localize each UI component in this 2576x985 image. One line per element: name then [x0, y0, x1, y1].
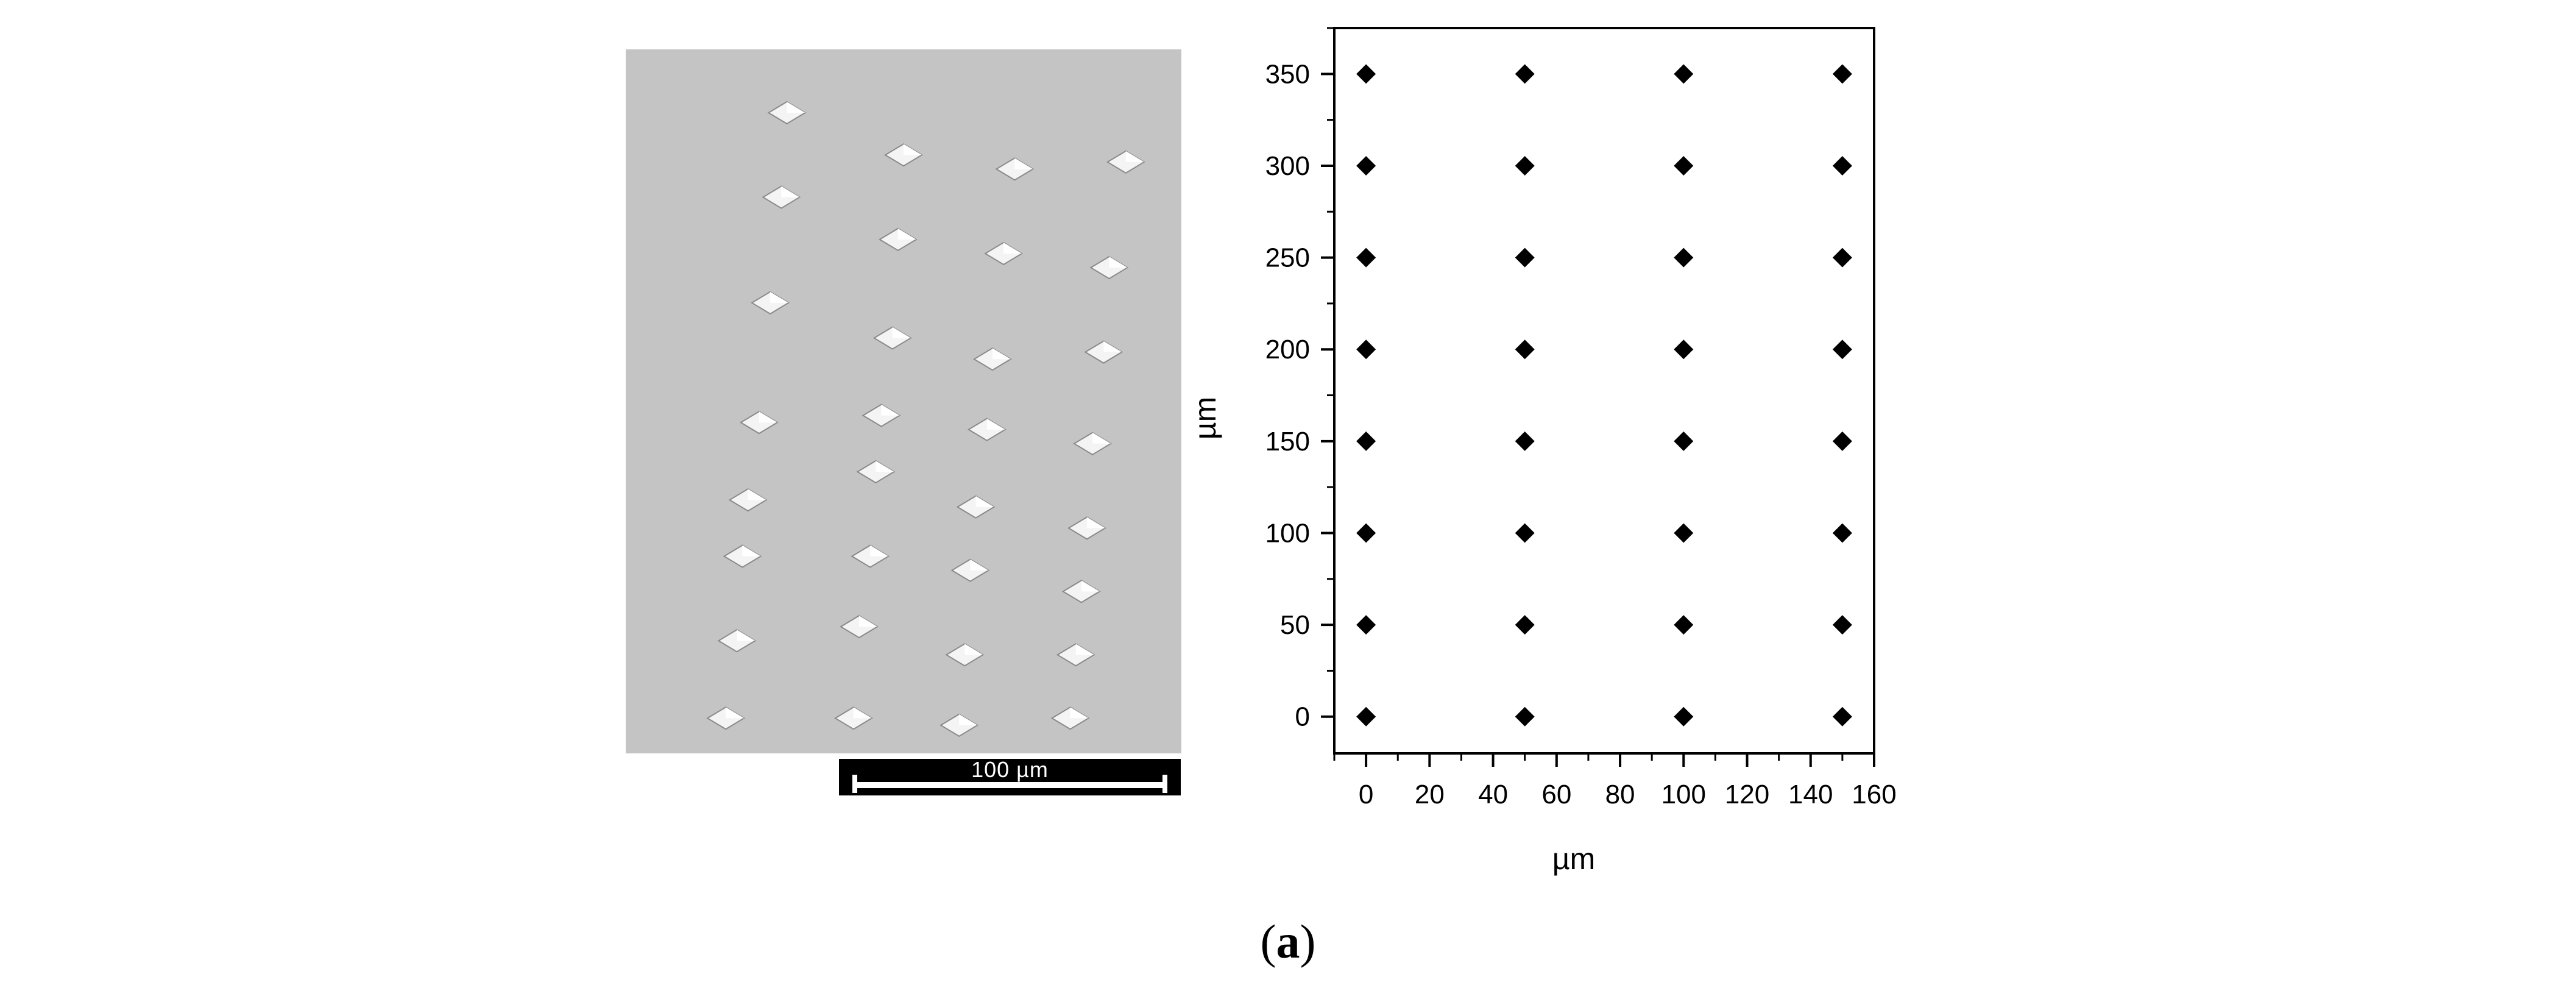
sem-features [706, 101, 1145, 737]
figure-caption: (a) [1260, 915, 1316, 968]
sem-feature [717, 629, 757, 653]
scale-bar-line [852, 782, 1167, 788]
data-point [1674, 523, 1694, 543]
data-point [1674, 615, 1694, 635]
data-point [1674, 64, 1694, 84]
sem-feature [739, 410, 779, 435]
sem-feature [1061, 580, 1101, 603]
x-tick-label: 20 [1415, 780, 1445, 809]
y-tick-label: 0 [1295, 702, 1310, 732]
data-point [1356, 706, 1376, 727]
y-tick-label: 50 [1280, 610, 1310, 640]
x-tick-label: 100 [1661, 780, 1706, 809]
sem-feature [851, 544, 890, 568]
sem-micrograph [626, 49, 1181, 753]
data-point [1356, 523, 1376, 543]
sem-feature [1073, 432, 1113, 455]
x-tick-label: 160 [1852, 780, 1896, 809]
data-point [1356, 155, 1376, 176]
sem-feature [878, 227, 918, 252]
x-tick-label: 60 [1541, 780, 1571, 809]
y-tick-label: 100 [1265, 518, 1310, 548]
sem-feature [984, 241, 1024, 266]
sem-feature [833, 706, 873, 730]
data-point [1674, 247, 1694, 268]
sem-feature [939, 713, 979, 737]
sem-feature [995, 157, 1035, 181]
y-tick-label: 350 [1265, 59, 1310, 89]
x-tick-label: 0 [1359, 780, 1373, 809]
sem-feature [723, 544, 762, 568]
data-point [1832, 706, 1852, 727]
scatter-chart: 0 20 40 60 80 100 120 140 160 0 50 100 150 200 250 300 3… [1188, 27, 1897, 876]
data-point [1674, 706, 1694, 727]
data-point [1515, 340, 1535, 360]
plot-frame [1333, 27, 1875, 755]
scale-bar-cap-right [1162, 775, 1167, 793]
data-point [1515, 431, 1535, 451]
sem-feature [956, 495, 996, 519]
data-point [1515, 247, 1535, 268]
sem-feature [862, 404, 901, 427]
data-point [1356, 615, 1376, 635]
y-axis-label: µm [1188, 397, 1222, 439]
data-point [1515, 615, 1535, 635]
sem-feature [856, 460, 896, 484]
x-tick-label: 140 [1788, 780, 1833, 809]
scale-bar-cap-left [852, 775, 857, 793]
sem-feature [840, 614, 879, 639]
y-tick-label: 250 [1265, 243, 1310, 273]
sem-feature [706, 706, 746, 730]
y-tick-label: 200 [1265, 335, 1310, 364]
sem-feature [872, 326, 912, 350]
data-point [1356, 247, 1376, 268]
x-tick-label: 120 [1725, 780, 1769, 809]
sem-feature [751, 291, 790, 315]
caption-letter: a [1276, 915, 1300, 968]
y-tick-label: 150 [1265, 427, 1310, 457]
sem-feature [728, 488, 768, 512]
data-point [1832, 155, 1852, 176]
data-point [1515, 155, 1535, 176]
sem-feature [950, 558, 990, 582]
data-point [1674, 340, 1694, 360]
sem-feature [1089, 255, 1129, 280]
sem-feature [972, 347, 1012, 371]
data-point [1356, 431, 1376, 451]
sem-feature [1050, 706, 1090, 730]
data-point [1515, 523, 1535, 543]
data-point [1356, 64, 1376, 84]
data-point [1515, 706, 1535, 727]
sem-feature [967, 418, 1007, 441]
data-point [1356, 340, 1376, 360]
data-point [1832, 615, 1852, 635]
x-axis-label: µm [1552, 842, 1595, 876]
data-point [1674, 431, 1694, 451]
sem-feature [1106, 150, 1145, 174]
data-point [1832, 523, 1852, 543]
data-point [1832, 64, 1852, 84]
sem-feature [1056, 643, 1095, 667]
scale-bar-label: 100 µm [971, 757, 1049, 782]
scale-bar: 100 µm [839, 759, 1181, 795]
data-point [1674, 155, 1694, 176]
y-tick-label: 300 [1265, 151, 1310, 181]
data-point [1832, 340, 1852, 360]
sem-feature [884, 143, 923, 167]
sem-feature [762, 185, 801, 209]
sem-feature [1067, 516, 1106, 540]
x-tick-label: 40 [1478, 780, 1508, 809]
x-tick-label: 80 [1605, 780, 1635, 809]
data-point [1515, 64, 1535, 84]
sem-feature [767, 101, 807, 125]
data-point [1832, 431, 1852, 451]
sem-feature [1084, 340, 1123, 364]
data-point [1832, 247, 1852, 268]
sem-feature [945, 643, 985, 667]
